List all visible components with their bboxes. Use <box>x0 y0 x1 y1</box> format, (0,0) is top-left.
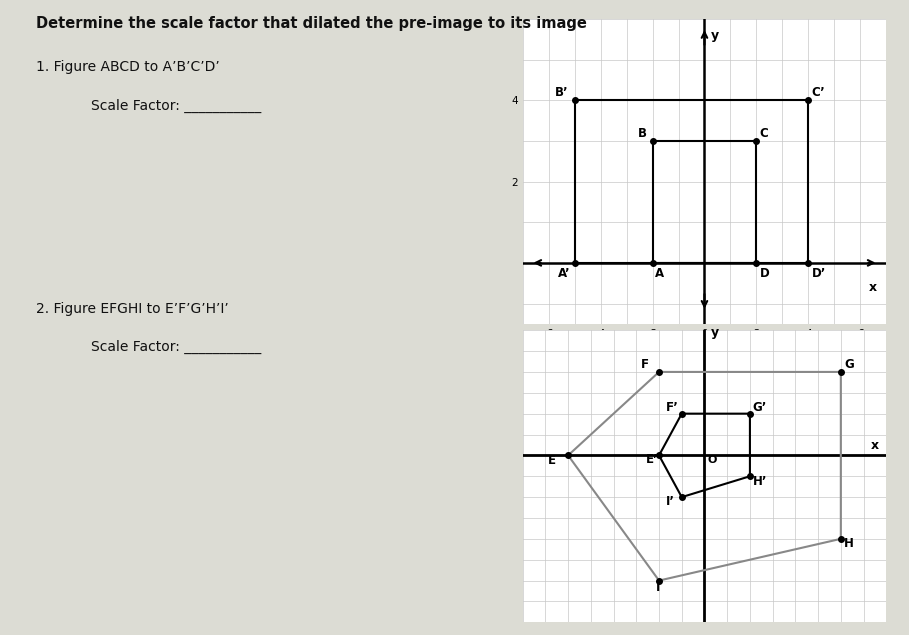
Text: C’: C’ <box>812 86 825 99</box>
Text: B: B <box>638 127 647 140</box>
Text: D: D <box>760 267 769 280</box>
Text: O: O <box>708 455 717 465</box>
Text: E: E <box>547 454 555 467</box>
Text: F: F <box>641 358 649 371</box>
Text: Determine the scale factor that dilated the pre-image to its image: Determine the scale factor that dilated … <box>36 16 587 31</box>
Text: 1. Figure ABCD to A’B’C’D’: 1. Figure ABCD to A’B’C’D’ <box>36 60 220 74</box>
Text: A’: A’ <box>558 267 570 280</box>
Text: E’: E’ <box>645 453 658 465</box>
Text: H’: H’ <box>754 474 768 488</box>
Text: C: C <box>760 127 768 140</box>
Text: D’: D’ <box>812 267 826 280</box>
Text: Scale Factor: ___________: Scale Factor: ___________ <box>91 340 261 354</box>
Text: G’: G’ <box>753 401 767 413</box>
Text: A: A <box>655 267 664 280</box>
Text: B’: B’ <box>555 86 569 99</box>
Text: y: y <box>711 29 719 42</box>
Text: H: H <box>844 537 854 550</box>
Text: 2. Figure EFGHI to E’F’G’H’I’: 2. Figure EFGHI to E’F’G’H’I’ <box>36 302 229 316</box>
Text: I: I <box>655 581 660 594</box>
Text: y: y <box>711 326 719 340</box>
Text: Scale Factor: ___________: Scale Factor: ___________ <box>91 98 261 112</box>
Text: x: x <box>869 281 877 294</box>
Text: x: x <box>871 439 879 452</box>
Text: G: G <box>844 358 854 371</box>
Text: F’: F’ <box>665 401 679 413</box>
Text: I’: I’ <box>665 495 674 509</box>
